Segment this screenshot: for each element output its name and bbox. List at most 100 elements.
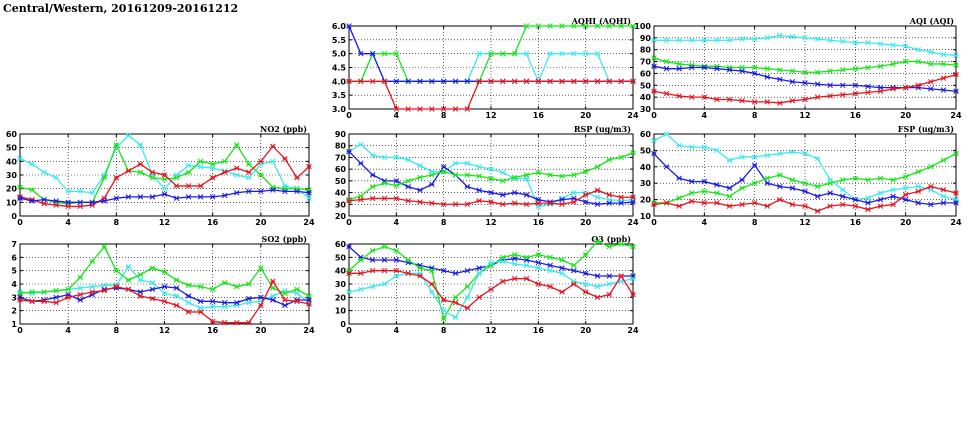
data-point xyxy=(137,142,144,148)
data-point xyxy=(405,198,411,204)
data-point xyxy=(839,92,846,98)
data-point xyxy=(618,154,624,161)
x-tick-label: 0 xyxy=(346,326,352,335)
data-point xyxy=(559,289,565,295)
data-point xyxy=(246,281,252,287)
data-point xyxy=(125,132,132,139)
data-point xyxy=(113,142,120,148)
data-point xyxy=(294,174,300,181)
data-point xyxy=(865,89,871,96)
data-point xyxy=(630,196,636,203)
data-point xyxy=(511,78,518,85)
data-point xyxy=(940,51,947,58)
data-point xyxy=(17,195,23,201)
data-point xyxy=(777,183,783,190)
y-tick-label: 0 xyxy=(340,320,346,329)
data-point xyxy=(369,50,376,57)
data-point xyxy=(559,201,565,208)
data-point xyxy=(405,270,411,277)
x-tick-label: 0 xyxy=(346,218,352,227)
x-tick-label: 12 xyxy=(799,218,810,227)
data-point xyxy=(417,174,423,181)
data-point xyxy=(161,269,168,275)
y-tick-label: 50 xyxy=(640,146,652,155)
data-point xyxy=(839,38,846,45)
data-point xyxy=(902,185,909,191)
y-tick-label: 60 xyxy=(335,240,347,249)
data-point xyxy=(865,39,871,46)
y-tick-label: 60 xyxy=(640,130,652,139)
data-point xyxy=(535,259,542,266)
data-point xyxy=(618,194,624,201)
series-green xyxy=(651,55,959,75)
data-point xyxy=(582,78,589,85)
data-point xyxy=(827,203,833,209)
x-tick-label: 16 xyxy=(533,326,545,335)
data-point xyxy=(928,61,934,67)
data-point xyxy=(663,37,670,43)
data-point xyxy=(488,199,494,205)
data-point xyxy=(739,177,745,183)
data-point xyxy=(282,290,288,297)
grid xyxy=(349,134,633,216)
data-point xyxy=(802,188,808,195)
data-point xyxy=(789,201,796,208)
data-point xyxy=(173,285,180,291)
data-point xyxy=(890,187,896,193)
data-point xyxy=(651,55,657,61)
data-point xyxy=(739,185,745,191)
data-point xyxy=(440,297,447,303)
data-point xyxy=(282,188,288,195)
data-point xyxy=(877,88,884,94)
x-tick-label: 16 xyxy=(850,111,862,120)
y-tick-label: 80 xyxy=(640,46,652,55)
data-point xyxy=(618,78,624,85)
y-tick-label: 60 xyxy=(335,165,347,174)
y-tick-label: 60 xyxy=(6,130,18,139)
data-point xyxy=(452,294,459,301)
data-point xyxy=(101,287,108,294)
data-point xyxy=(270,187,276,193)
data-point xyxy=(137,293,144,299)
x-tick-label: 24 xyxy=(627,111,639,120)
data-point xyxy=(535,281,542,287)
data-point xyxy=(233,172,240,178)
y-tick-label: 40 xyxy=(335,189,347,198)
data-point xyxy=(511,174,518,181)
data-point xyxy=(827,93,833,99)
data-point xyxy=(221,279,228,286)
x-tick-label: 12 xyxy=(799,111,810,120)
y-tick-label: 6.0 xyxy=(332,22,347,31)
y-tick-label: 40 xyxy=(6,157,18,166)
data-point xyxy=(306,301,312,307)
data-point xyxy=(594,294,601,301)
y-tick-label: 40 xyxy=(640,163,652,172)
y-tick-label: 1 xyxy=(11,320,17,329)
data-point xyxy=(346,289,352,295)
data-point xyxy=(488,78,494,85)
data-point xyxy=(676,37,682,43)
data-point xyxy=(258,265,264,271)
x-tick-label: 24 xyxy=(950,218,962,227)
data-point xyxy=(137,289,144,295)
data-point xyxy=(440,307,447,314)
data-point xyxy=(953,200,959,206)
data-point xyxy=(197,305,204,311)
data-point xyxy=(161,290,168,297)
data-point xyxy=(777,32,783,39)
x-tick-label: 0 xyxy=(651,111,657,120)
data-point xyxy=(582,281,589,287)
series-red xyxy=(346,187,636,208)
data-point xyxy=(464,183,471,190)
data-point xyxy=(270,285,276,291)
data-point xyxy=(915,188,922,195)
x-tick-label: 0 xyxy=(17,218,23,227)
data-point xyxy=(726,96,733,103)
data-point xyxy=(405,178,411,184)
data-point xyxy=(789,185,796,191)
data-point xyxy=(294,290,300,297)
data-point xyxy=(125,263,132,270)
data-point xyxy=(294,286,300,293)
y-tick-label: 90 xyxy=(640,34,652,43)
data-point xyxy=(161,298,168,305)
